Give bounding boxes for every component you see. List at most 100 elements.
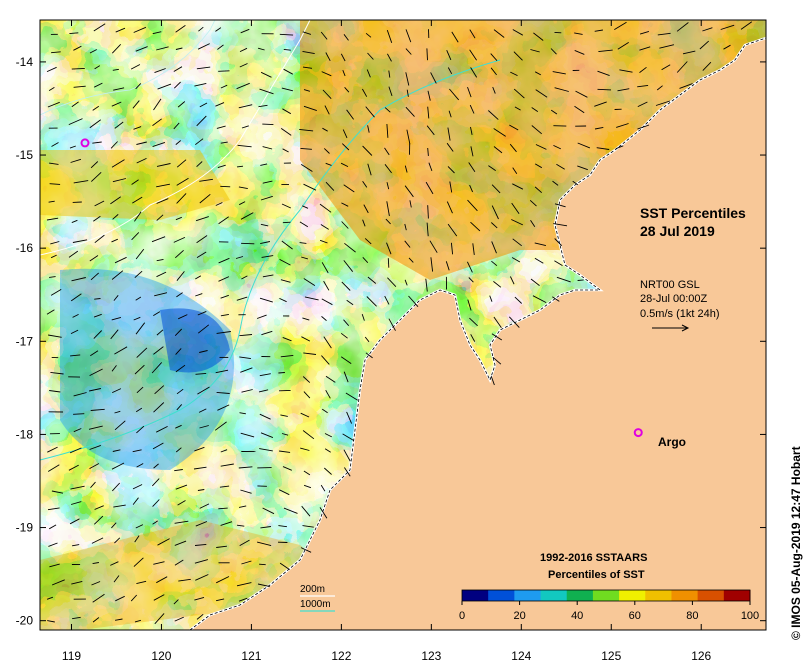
current-vector <box>198 26 204 32</box>
current-vector <box>282 466 292 471</box>
current-vector <box>130 594 138 602</box>
current-vector <box>91 581 101 586</box>
current-vector <box>302 430 315 440</box>
current-vector <box>303 89 311 92</box>
current-vector <box>448 110 452 118</box>
current-vector <box>152 520 158 525</box>
current-vector <box>135 83 142 90</box>
bathymetry-contours <box>40 20 501 461</box>
current-vector <box>702 61 712 71</box>
current-vector <box>69 145 76 149</box>
colorbar-swatch <box>697 590 725 601</box>
current-vector <box>682 50 696 55</box>
current-vector <box>362 145 373 156</box>
current-vector <box>535 144 547 150</box>
current-vector <box>388 70 391 78</box>
current-vector <box>534 186 542 194</box>
current-vector <box>386 123 389 138</box>
current-vector <box>513 51 523 61</box>
current-vector <box>173 66 183 72</box>
current-vector <box>302 317 310 321</box>
current-vector <box>115 595 125 602</box>
current-vector <box>280 128 292 136</box>
current-vector <box>556 276 571 283</box>
current-vector <box>511 219 523 226</box>
current-vector <box>153 594 165 601</box>
current-vector <box>93 313 102 318</box>
current-vector <box>470 67 478 78</box>
current-vector <box>89 119 101 129</box>
current-vector <box>110 141 118 149</box>
current-vector <box>153 98 162 111</box>
current-vector <box>173 122 180 130</box>
current-vector <box>554 238 563 247</box>
current-vector <box>656 85 663 91</box>
current-vector <box>405 48 412 55</box>
current-vector <box>278 372 285 374</box>
current-vector <box>472 243 475 255</box>
current-vector <box>46 217 59 221</box>
current-vector <box>152 442 164 450</box>
contour-1000m <box>40 59 501 461</box>
current-vector <box>72 544 80 547</box>
current-vector <box>303 278 316 286</box>
current-vector <box>553 223 568 227</box>
current-vector <box>340 356 352 364</box>
current-vector <box>239 47 248 53</box>
current-vector <box>216 576 230 584</box>
current-vector <box>278 525 287 528</box>
current-vector <box>425 278 428 292</box>
current-vector <box>110 561 119 566</box>
current-vector <box>511 257 521 263</box>
current-vector <box>427 147 429 156</box>
current-vector <box>655 100 671 106</box>
current-vector <box>132 100 140 109</box>
current-vector <box>175 484 188 490</box>
current-vector <box>238 104 253 109</box>
current-vector <box>135 407 143 413</box>
current-vector <box>534 242 547 247</box>
current-vector <box>217 404 230 411</box>
current-vector <box>554 203 566 208</box>
plot-frame <box>39 19 767 631</box>
current-vector <box>50 241 60 245</box>
current-vector <box>73 392 87 397</box>
current-vector <box>637 124 650 130</box>
current-vector <box>240 367 253 373</box>
colorbar-swatch <box>462 590 489 601</box>
current-vector <box>365 32 372 38</box>
legend-title-1: 1992-2016 SSTAARS <box>540 552 647 564</box>
current-vector <box>153 463 159 469</box>
current-vector <box>175 140 181 145</box>
current-vector <box>131 232 140 241</box>
current-vector <box>342 433 354 441</box>
current-vector <box>114 410 121 414</box>
current-vector <box>177 101 186 108</box>
current-vector <box>491 184 501 194</box>
current-vector <box>156 214 164 221</box>
colorbar-label: 0 <box>459 610 465 622</box>
current-vector <box>90 350 99 357</box>
current-vector <box>134 619 142 623</box>
current-vector <box>92 617 100 623</box>
current-vector <box>197 324 210 334</box>
current-vector <box>215 102 225 107</box>
current-vector <box>720 24 735 30</box>
current-vector <box>409 200 412 208</box>
current-vector <box>47 464 60 472</box>
current-vector <box>299 128 314 132</box>
current-vector <box>239 334 253 337</box>
current-vector <box>174 520 189 524</box>
current-vector <box>260 195 273 201</box>
current-vector <box>151 236 166 243</box>
colorbar-swatch <box>540 590 568 601</box>
current-vector <box>259 373 271 377</box>
current-vector <box>73 45 82 51</box>
colorbar-swatch <box>723 590 751 601</box>
current-vector <box>321 316 327 321</box>
current-vector <box>363 204 369 214</box>
current-vector <box>300 447 310 451</box>
current-vector <box>322 89 332 100</box>
current-vector <box>199 350 208 353</box>
current-vector <box>240 212 254 220</box>
